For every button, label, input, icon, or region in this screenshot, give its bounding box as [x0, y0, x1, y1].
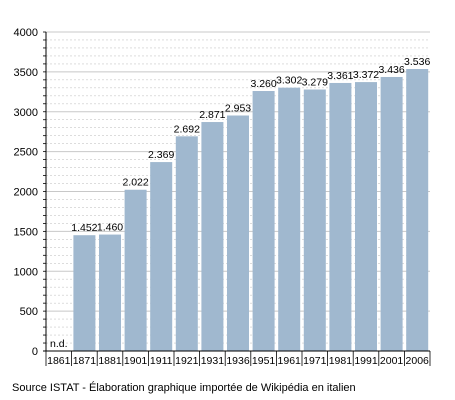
x-tick-label: 1861 — [47, 355, 71, 367]
bar — [98, 234, 122, 351]
data-label: 2.871 — [199, 109, 225, 121]
x-tick-label: 1991 — [354, 355, 378, 367]
bar — [380, 76, 403, 351]
x-tick-label: 1901 — [124, 355, 148, 367]
y-tick-label: 3000 — [14, 107, 38, 119]
data-label: 2.369 — [148, 149, 174, 161]
bar — [201, 122, 224, 351]
bar — [150, 162, 173, 351]
data-label: 2.953 — [225, 102, 251, 114]
bar — [303, 89, 326, 351]
x-tick-label: 1921 — [175, 355, 199, 367]
bar — [226, 115, 250, 351]
x-tick-label: 1871 — [73, 355, 97, 367]
bar — [354, 82, 378, 351]
x-tick-label: 1881 — [98, 355, 122, 367]
x-tick-label: 1931 — [201, 355, 225, 367]
bar — [278, 87, 301, 351]
data-label: n.d. — [50, 338, 68, 350]
y-tick-label: 3500 — [14, 67, 38, 79]
y-tick-label: 2500 — [14, 147, 38, 159]
x-tick-label: 1981 — [329, 355, 353, 367]
x-tick-label: 2006 — [406, 355, 430, 367]
data-label: 2.022 — [122, 177, 148, 189]
y-axis: 0 500 1000 1500 2000 2500 3000 3500 4000 — [14, 27, 47, 358]
y-tick-label: 1500 — [14, 226, 38, 238]
y-tick-label: 4000 — [14, 27, 38, 39]
data-label: 3.372 — [353, 69, 379, 81]
source-caption: Source ISTAT - Élaboration graphique imp… — [12, 382, 356, 394]
x-tick-label: 2001 — [380, 355, 404, 367]
x-tick-label: 1971 — [303, 355, 327, 367]
data-label: 3.536 — [404, 56, 430, 68]
y-tick-label: 500 — [20, 306, 38, 318]
y-tick-label: 0 — [32, 346, 38, 358]
data-label: 3.361 — [327, 70, 353, 82]
data-label: 2.692 — [174, 123, 200, 135]
bars — [73, 69, 429, 351]
data-label: 3.279 — [302, 76, 328, 88]
bar — [252, 91, 275, 351]
x-tick-label: 1961 — [278, 355, 302, 367]
x-tick-label: 1936 — [226, 355, 250, 367]
y-tick-label: 1000 — [14, 266, 38, 278]
bar — [329, 82, 352, 351]
x-tick-label: 1911 — [150, 355, 173, 367]
data-label: 1.460 — [97, 222, 123, 234]
data-label: 3.436 — [378, 64, 404, 76]
bar — [124, 189, 147, 351]
data-label: 1.452 — [71, 222, 97, 234]
x-axis: 1861 1871 1881 1901 1911 1921 1931 1936 1951 1961… — [43, 350, 431, 367]
bar — [175, 136, 198, 351]
bar — [73, 235, 96, 351]
data-label: 3.302 — [276, 75, 302, 87]
data-label: 3.260 — [250, 78, 276, 90]
x-tick-label: 1951 — [252, 355, 276, 367]
bar — [406, 69, 429, 351]
y-tick-label: 2000 — [14, 187, 38, 199]
